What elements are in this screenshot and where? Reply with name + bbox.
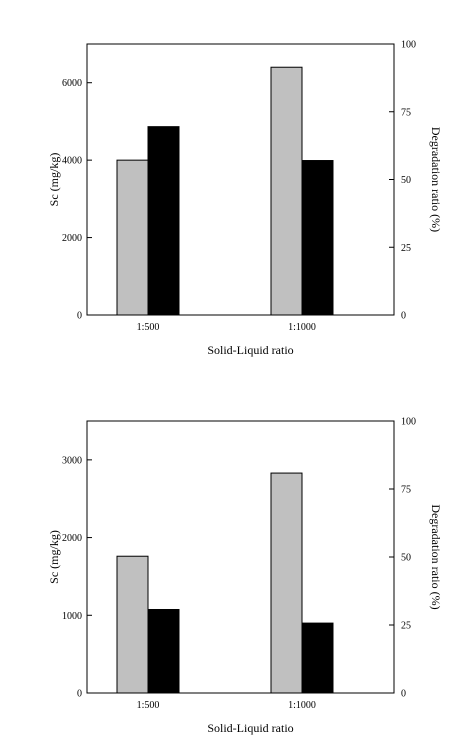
left-axis-tick-label: 3000 bbox=[62, 455, 82, 466]
left-axis-tick-label: 1000 bbox=[62, 611, 82, 622]
right-axis-tick-label: 75 bbox=[401, 485, 411, 496]
left-axis-tick-label: 6000 bbox=[62, 78, 82, 89]
right-axis-tick-label: 100 bbox=[401, 417, 416, 428]
sc-bar-1-500 bbox=[116, 159, 149, 316]
x-axis-title: Solid-Liquid ratio bbox=[207, 343, 293, 357]
right-axis-title: Degradation ratio (%) bbox=[429, 127, 443, 232]
x-axis-tick-label: 1:500 bbox=[137, 700, 160, 711]
right-axis-tick-label: 0 bbox=[401, 311, 406, 322]
degradation-bar-1-500 bbox=[147, 126, 180, 316]
sc-bar-1-500 bbox=[116, 555, 149, 694]
right-axis-tick-label: 50 bbox=[401, 553, 411, 564]
degradation-bar-1-500 bbox=[147, 608, 180, 694]
x-axis-title: Solid-Liquid ratio bbox=[207, 721, 293, 735]
left-axis-title: Sc (mg/kg) bbox=[47, 153, 61, 207]
left-axis-tick-label: 2000 bbox=[62, 233, 82, 244]
sc-bar-1-1000 bbox=[270, 66, 303, 316]
left-axis-title: Sc (mg/kg) bbox=[47, 530, 61, 584]
left-axis-tick-label: 0 bbox=[77, 689, 82, 700]
right-axis-tick-label: 75 bbox=[401, 107, 411, 118]
left-axis-tick-label: 0 bbox=[77, 311, 82, 322]
right-axis-tick-label: 25 bbox=[401, 243, 411, 254]
right-axis-title: Degradation ratio (%) bbox=[429, 504, 443, 609]
left-axis-tick-label: 2000 bbox=[62, 533, 82, 544]
degradation-bar-1-1000 bbox=[301, 160, 334, 316]
x-axis-tick-label: 1:500 bbox=[137, 322, 160, 333]
right-axis-tick-label: 100 bbox=[401, 40, 416, 51]
right-axis-tick-label: 25 bbox=[401, 621, 411, 632]
right-axis-tick-label: 50 bbox=[401, 175, 411, 186]
degradation-bar-1-1000 bbox=[301, 622, 334, 694]
left-axis-tick-label: 4000 bbox=[62, 156, 82, 167]
x-axis-tick-label: 1:1000 bbox=[288, 322, 316, 333]
x-axis-tick-label: 1:1000 bbox=[288, 700, 316, 711]
right-axis-tick-label: 0 bbox=[401, 689, 406, 700]
sc-bar-1-1000 bbox=[270, 472, 303, 694]
